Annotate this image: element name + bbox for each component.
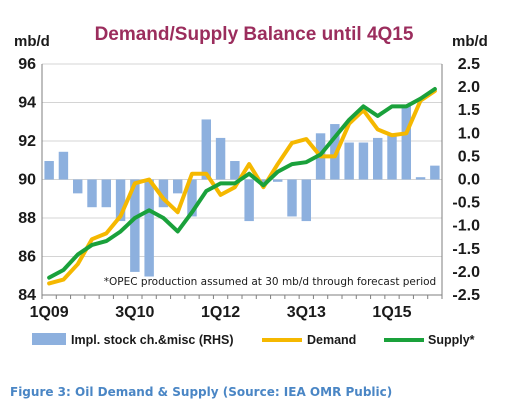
stock-change-bar: [130, 179, 140, 272]
stock-change-bar: [44, 161, 54, 180]
right-tick-label: 0.0: [458, 172, 480, 189]
right-axis-unit: mb/d: [452, 33, 488, 50]
legend-swatch-stock-change: [32, 333, 66, 345]
stock-change-bar: [344, 142, 354, 180]
stock-change-bar: [273, 179, 283, 182]
chart-title: Demand/Supply Balance until 4Q15: [95, 24, 414, 45]
left-tick-label: 94: [18, 95, 36, 112]
left-tick-label: 92: [18, 133, 36, 150]
stock-change-bar: [187, 179, 197, 217]
stock-change-bar: [430, 165, 440, 180]
line-series: [47, 87, 437, 286]
left-tick-label: 90: [18, 172, 36, 189]
legend-label-demand: Demand: [307, 333, 356, 347]
left-tick-label: 84: [18, 287, 36, 304]
left-tick-label: 88: [18, 210, 36, 227]
stock-change-bar: [115, 179, 126, 222]
stock-change-bar: [201, 119, 211, 180]
stock-change-bar: [144, 179, 154, 277]
legend-label-stock-change: Impl. stock ch.&misc (RHS): [71, 333, 234, 347]
stock-change-bar: [73, 179, 83, 194]
legend-label-supply: Supply*: [428, 333, 475, 347]
right-tick-label: -1.0: [452, 218, 480, 235]
x-tick-label: 3Q13: [287, 304, 326, 321]
right-tick-label: 1.0: [458, 125, 480, 142]
stock-change-bar: [58, 151, 69, 180]
stock-change-bar: [287, 179, 297, 217]
stock-change-bar: [373, 137, 383, 180]
stock-change-bar: [244, 179, 254, 222]
stock-change-bar: [415, 177, 426, 180]
left-tick-label: 86: [18, 249, 36, 266]
right-tick-label: 0.5: [458, 148, 480, 165]
legend: Impl. stock ch.&misc (RHS) Demand Supply*: [32, 333, 475, 347]
stock-change-bar: [158, 179, 169, 208]
left-tick-label: 96: [18, 56, 36, 73]
stock-change-bar: [101, 179, 111, 208]
x-tick-label: 3Q10: [115, 304, 154, 321]
stock-change-bar: [215, 137, 226, 180]
right-tick-label: -2.5: [452, 287, 480, 304]
supply-line: [47, 87, 437, 280]
right-tick-label: 2.0: [458, 79, 480, 96]
x-tick-label: 1Q12: [201, 304, 240, 321]
right-tick-label: 2.5: [458, 56, 480, 73]
stock-change-bar: [401, 105, 411, 180]
left-axis-unit: mb/d: [14, 33, 50, 50]
stock-change-bar: [387, 133, 397, 180]
x-tick-label: 1Q09: [30, 304, 69, 321]
stock-change-bar: [301, 179, 311, 222]
x-tick-label: 1Q15: [372, 304, 411, 321]
right-tick-label: -2.0: [452, 264, 480, 281]
right-tick-label: 1.5: [458, 102, 480, 119]
stock-change-bar: [230, 161, 240, 180]
stock-change-bar: [258, 179, 269, 185]
figure-caption: Figure 3: Oil Demand & Supply (Source: I…: [10, 385, 392, 399]
demand-line: [47, 88, 437, 286]
stock-change-bar: [358, 142, 369, 180]
stock-change-bar: [173, 179, 183, 194]
stock-change-bar: [87, 179, 97, 208]
chart-annotation: *OPEC production assumed at 30 mb/d thro…: [104, 276, 436, 288]
right-tick-label: -0.5: [452, 195, 480, 212]
axes: 84 86 88 90 92 94 96 -2.5 -2.0 -1.5 -1.0 -0.5 0.0 0.5…: [18, 56, 480, 321]
right-tick-label: -1.5: [452, 241, 480, 258]
